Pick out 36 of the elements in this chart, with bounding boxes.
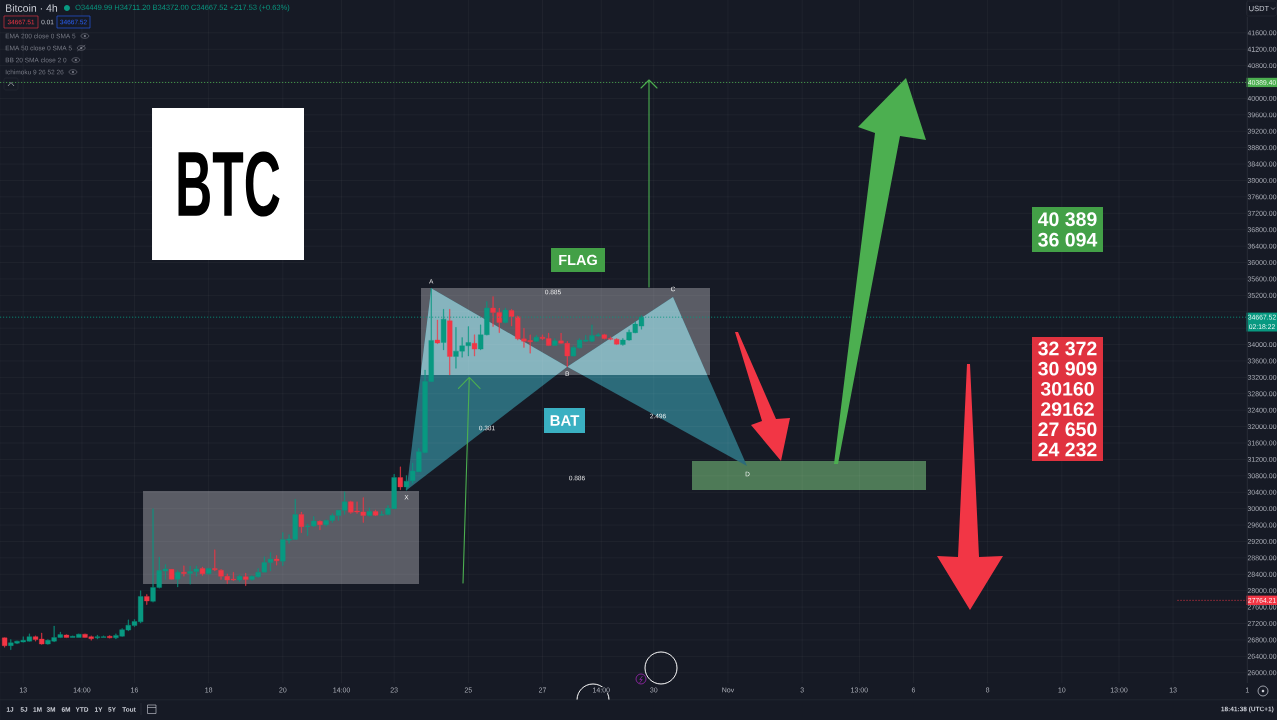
candlestick	[168, 568, 175, 580]
candlestick	[366, 507, 372, 517]
candlestick	[199, 566, 206, 576]
annotation: 32 372	[1038, 341, 1097, 356]
chart-title: Bitcoin · 4h	[6, 4, 58, 12]
annotation: 24 232	[1038, 442, 1097, 457]
candlestick	[403, 475, 410, 491]
candlestick	[533, 334, 539, 343]
candlestick	[397, 466, 403, 490]
annotation: 36 094	[1038, 232, 1098, 247]
candlestick	[107, 635, 113, 639]
candlestick	[144, 594, 150, 605]
candlestick	[181, 565, 187, 577]
annotation: 29162	[1041, 402, 1094, 416]
candlestick	[2, 637, 8, 648]
candlestick	[63, 634, 70, 639]
candlestick	[212, 549, 218, 572]
annotation: 40 389	[1037, 212, 1097, 227]
annotation: 27 650	[1038, 422, 1097, 437]
candlestick	[373, 509, 379, 517]
candlestick	[206, 567, 212, 575]
candlestick	[434, 319, 440, 344]
candlestick	[552, 338, 558, 346]
candlestick	[243, 572, 249, 586]
candlestick	[298, 511, 304, 534]
annotation: 30160	[1040, 381, 1094, 396]
candlestick	[236, 574, 243, 582]
candlestick	[274, 555, 280, 566]
candlestick	[317, 520, 323, 531]
annotation: 30 909	[1038, 361, 1097, 376]
candlestick	[447, 309, 453, 376]
annotation: BAT	[550, 415, 580, 426]
candlestick	[175, 570, 181, 588]
annotation: FLAG	[559, 254, 597, 266]
candlestick	[471, 334, 478, 357]
annotation: BTC	[178, 151, 280, 217]
